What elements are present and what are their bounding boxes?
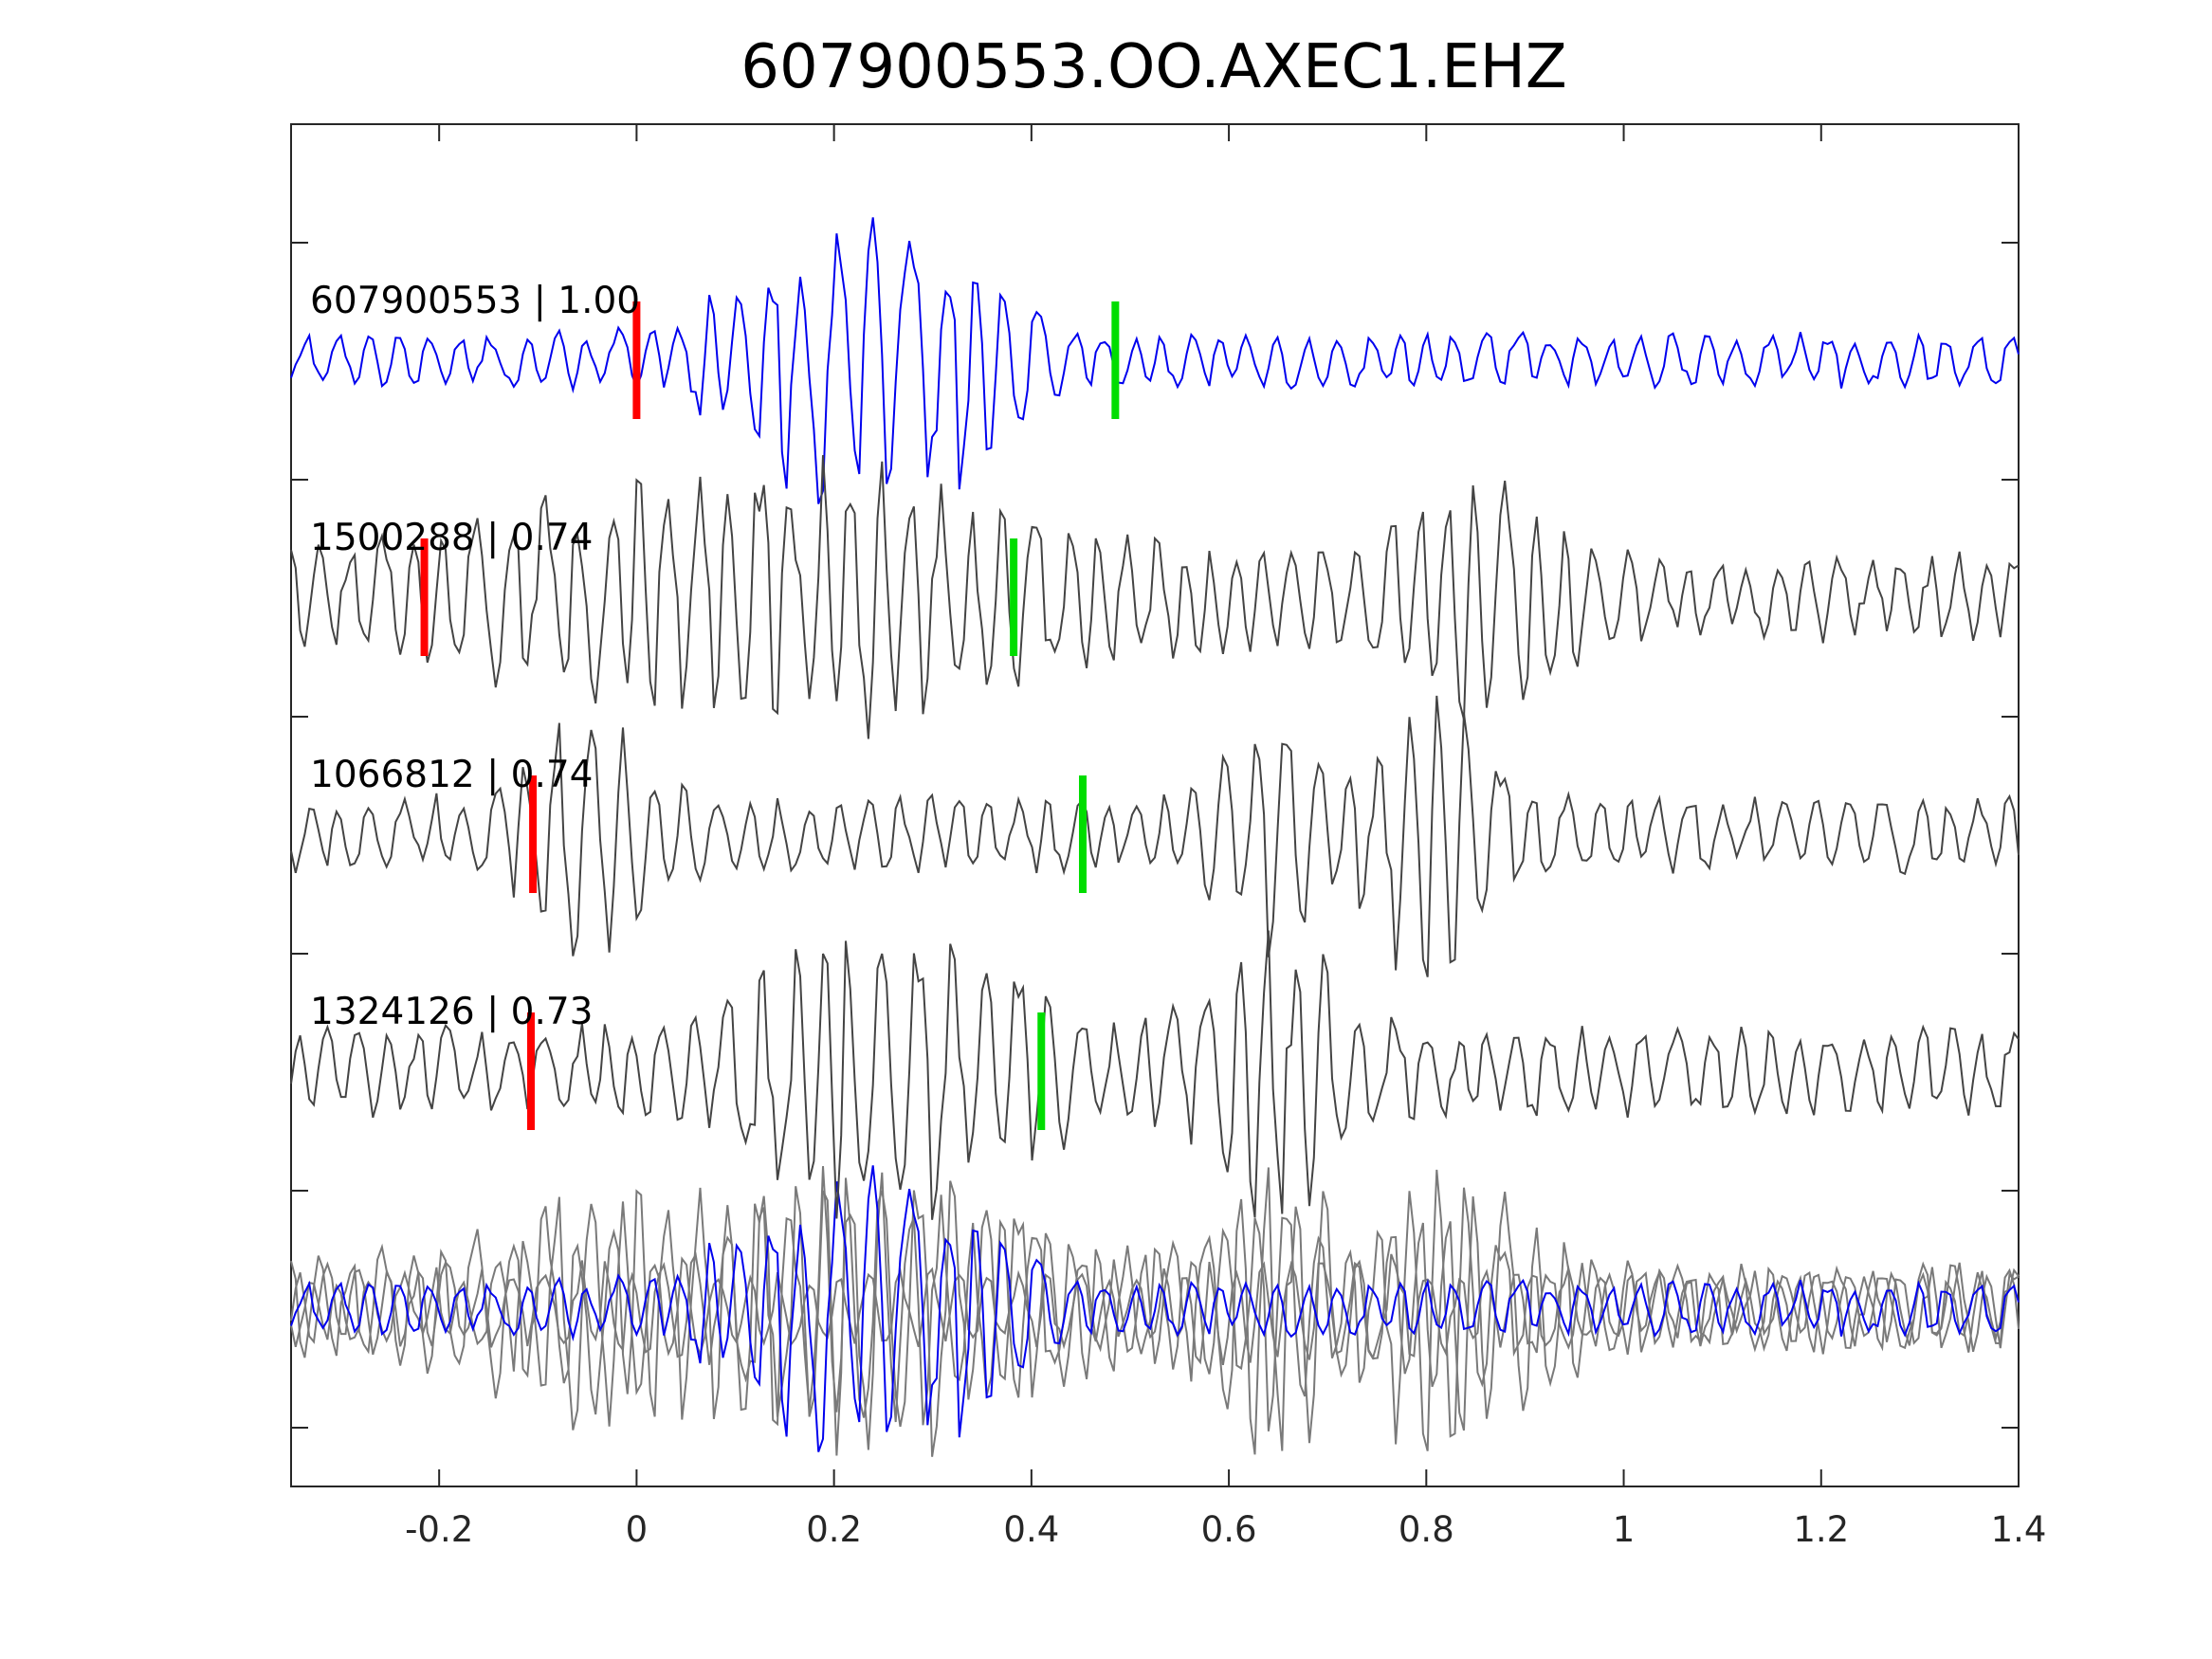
x-tick-label: -0.2 [405,1509,473,1550]
stack-trace-line [290,1166,2020,1450]
stack-trace-line [290,1167,2020,1457]
trace-label-group: 607900553 | 1.00 1500288 | 0.74 1066812 | … [310,280,640,1033]
trace-label: 607900553 | 1.00 [310,280,640,322]
x-tick-label: 0.6 [1201,1509,1257,1550]
trace-line [290,455,2020,739]
trace-group [290,217,2020,1457]
tick-group: -0.2 0 0.2 0.4 0.6 0.8 1 1.2 1.4 [291,124,2046,1550]
x-tick-label: 0.4 [1003,1509,1059,1550]
trace-label: 1500288 | 0.74 [310,517,593,559]
x-tick-label: 1.2 [1793,1509,1849,1550]
pick-marker-group [420,301,1120,1130]
trace-label: 1066812 | 0.74 [310,754,593,796]
plot-area: -0.2 0 0.2 0.4 0.6 0.8 1 1.2 1.4 607900553 | 1.0… [290,123,2046,1550]
x-tick-label: 0.8 [1398,1509,1454,1550]
x-tick-label: 0.2 [806,1509,862,1550]
stack-trace-line [290,1169,2020,1451]
x-tick-label: 1.4 [1991,1509,2047,1550]
stack-trace-line [290,1165,2020,1452]
trace-line [290,217,2020,504]
chart-title: 607900553.OO.AXEC1.EHZ [740,32,1567,102]
trace-line [290,695,2020,977]
trace-label: 1324126 | 0.73 [310,991,593,1033]
x-tick-label: 0 [626,1509,649,1550]
x-tick-label: 1 [1613,1509,1636,1550]
trace-line [290,930,2020,1220]
